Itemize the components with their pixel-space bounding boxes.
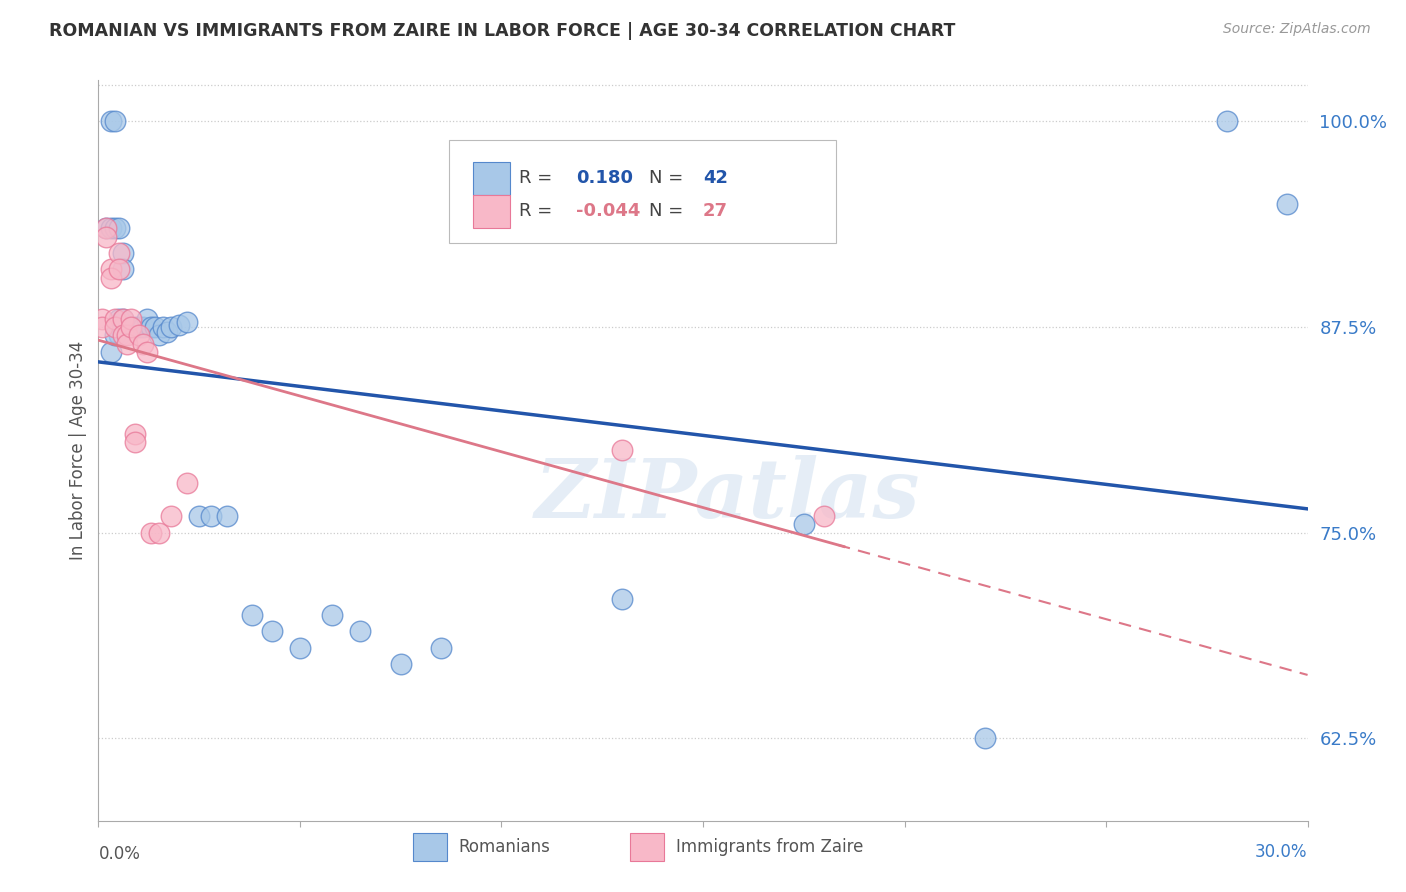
Point <box>111 311 134 326</box>
Point <box>124 427 146 442</box>
Point <box>91 311 114 326</box>
Point <box>100 344 122 359</box>
Point <box>813 509 835 524</box>
Point <box>96 221 118 235</box>
Text: Romanians: Romanians <box>458 838 551 856</box>
Text: Immigrants from Zaire: Immigrants from Zaire <box>676 838 863 856</box>
Point <box>139 525 162 540</box>
Point <box>128 328 150 343</box>
Text: Source: ZipAtlas.com: Source: ZipAtlas.com <box>1223 22 1371 37</box>
Point <box>115 328 138 343</box>
Point <box>143 320 166 334</box>
Text: R =: R = <box>519 202 553 220</box>
Point <box>148 525 170 540</box>
Point <box>100 262 122 277</box>
Point <box>103 221 125 235</box>
Point <box>111 328 134 343</box>
Point <box>128 320 150 334</box>
Point <box>135 344 157 359</box>
Point <box>1216 114 1239 128</box>
Point <box>288 640 311 655</box>
Point <box>260 624 283 639</box>
Point <box>176 315 198 329</box>
Point <box>107 221 129 235</box>
Text: N =: N = <box>648 202 683 220</box>
Point <box>139 320 162 334</box>
Point <box>612 591 634 606</box>
Point <box>111 311 134 326</box>
Bar <box>474 195 509 228</box>
Point <box>107 311 129 326</box>
Point <box>612 443 634 458</box>
Text: 0.0%: 0.0% <box>98 846 141 863</box>
Point <box>430 640 453 655</box>
Point <box>107 328 129 343</box>
Point <box>124 435 146 450</box>
Point <box>793 517 815 532</box>
Point <box>321 607 343 622</box>
Text: 42: 42 <box>703 169 728 187</box>
Point <box>115 336 138 351</box>
Text: N =: N = <box>648 169 683 187</box>
Bar <box>474 161 509 195</box>
Point <box>132 320 155 334</box>
Point <box>96 221 118 235</box>
Point <box>120 311 142 326</box>
Bar <box>630 833 664 862</box>
Point <box>120 320 142 334</box>
Text: 27: 27 <box>703 202 728 220</box>
Point <box>152 320 174 334</box>
Point <box>103 114 125 128</box>
Point <box>240 607 263 622</box>
Point <box>111 262 134 277</box>
Point <box>200 509 222 524</box>
Point <box>156 325 179 339</box>
Point <box>160 509 183 524</box>
Point <box>91 320 114 334</box>
Point <box>111 246 134 260</box>
Point <box>148 328 170 343</box>
Point <box>188 509 211 524</box>
Bar <box>413 833 447 862</box>
Point <box>167 318 190 333</box>
Point <box>100 114 122 128</box>
FancyBboxPatch shape <box>449 139 837 244</box>
Point <box>132 336 155 351</box>
Point <box>100 221 122 235</box>
Point <box>176 476 198 491</box>
Text: R =: R = <box>519 169 553 187</box>
Point <box>115 320 138 334</box>
Text: ROMANIAN VS IMMIGRANTS FROM ZAIRE IN LABOR FORCE | AGE 30-34 CORRELATION CHART: ROMANIAN VS IMMIGRANTS FROM ZAIRE IN LAB… <box>49 22 956 40</box>
Text: 30.0%: 30.0% <box>1256 843 1308 861</box>
Point <box>124 320 146 334</box>
Point <box>349 624 371 639</box>
Point <box>103 311 125 326</box>
Point <box>389 657 412 672</box>
Point <box>103 328 125 343</box>
Text: -0.044: -0.044 <box>576 202 640 220</box>
Point <box>96 229 118 244</box>
Point <box>974 731 997 746</box>
Point <box>103 320 125 334</box>
Point <box>160 320 183 334</box>
Y-axis label: In Labor Force | Age 30-34: In Labor Force | Age 30-34 <box>69 341 87 560</box>
Point <box>217 509 239 524</box>
Point <box>100 270 122 285</box>
Point <box>107 246 129 260</box>
Text: 0.180: 0.180 <box>576 169 633 187</box>
Point <box>135 311 157 326</box>
Text: ZIPatlas: ZIPatlas <box>534 455 920 535</box>
Point <box>107 262 129 277</box>
Point <box>1277 196 1299 211</box>
Point <box>120 320 142 334</box>
